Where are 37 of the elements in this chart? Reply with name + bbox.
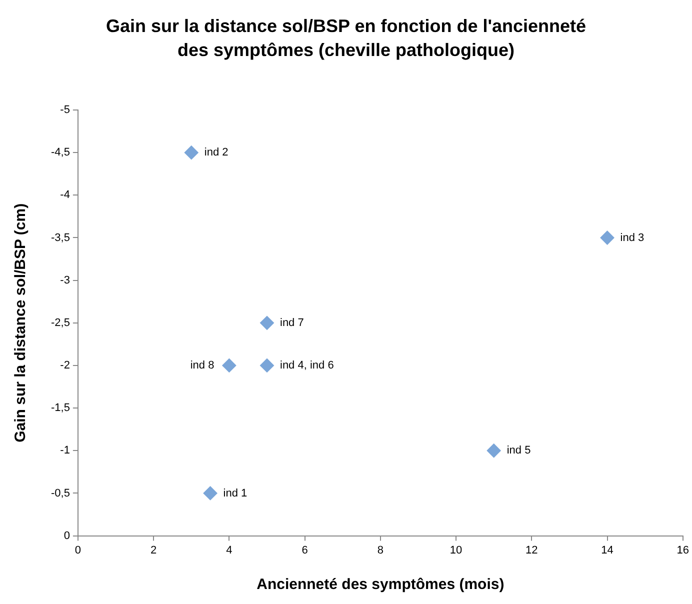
y-tick-label: -5 xyxy=(60,104,70,116)
annotation: ind 7 xyxy=(280,316,304,329)
annotation: ind 5 xyxy=(506,444,531,457)
y-tick-label: -1,5 xyxy=(50,402,70,414)
x-tick-label: 10 xyxy=(450,544,462,556)
y-tick-label: -3 xyxy=(60,274,70,286)
x-tick-label: 0 xyxy=(74,544,82,556)
y-tick-label: -2,5 xyxy=(50,316,70,329)
point xyxy=(260,316,274,330)
point xyxy=(203,486,218,500)
annotation: ind 2 xyxy=(204,146,228,159)
y-tick-label: -3,5 xyxy=(50,232,70,244)
y-tick-label: 0 xyxy=(64,530,70,542)
point xyxy=(600,230,614,245)
point xyxy=(222,358,236,372)
x-tick-label: 16 xyxy=(676,544,690,556)
y-axis-title: Gain sur la distance sol/BSP (cm) xyxy=(12,203,30,442)
x-tick-label: 12 xyxy=(526,544,538,556)
annotation: ind 4, ind 6 xyxy=(280,360,334,372)
x-axis-title: Ancienneté des symptômes (mois) xyxy=(256,576,504,594)
y-tick-label: -2 xyxy=(60,360,70,372)
x-tick-label: 6 xyxy=(302,544,308,556)
x-tick-label: 2 xyxy=(150,544,157,556)
y-tick-label: -4,5 xyxy=(50,146,70,159)
point xyxy=(184,146,198,160)
x-tick-label: 8 xyxy=(377,544,384,556)
point xyxy=(260,358,274,372)
chart-title: Gain sur la distance sol/BSP en fonction de l'ancienneté des symptômes (cheville pathologique) xyxy=(104,15,588,62)
annotation: ind 3 xyxy=(620,232,644,244)
y-tick-label: -4 xyxy=(60,189,70,202)
y-tick-label: -1 xyxy=(60,444,70,457)
x-tick-label: 14 xyxy=(601,544,614,556)
y-tick-label: -0,5 xyxy=(50,487,70,500)
x-tick-label: 4 xyxy=(226,544,232,556)
point xyxy=(486,444,501,458)
annotation: ind 8 xyxy=(190,360,214,372)
annotation: ind 1 xyxy=(223,487,248,500)
